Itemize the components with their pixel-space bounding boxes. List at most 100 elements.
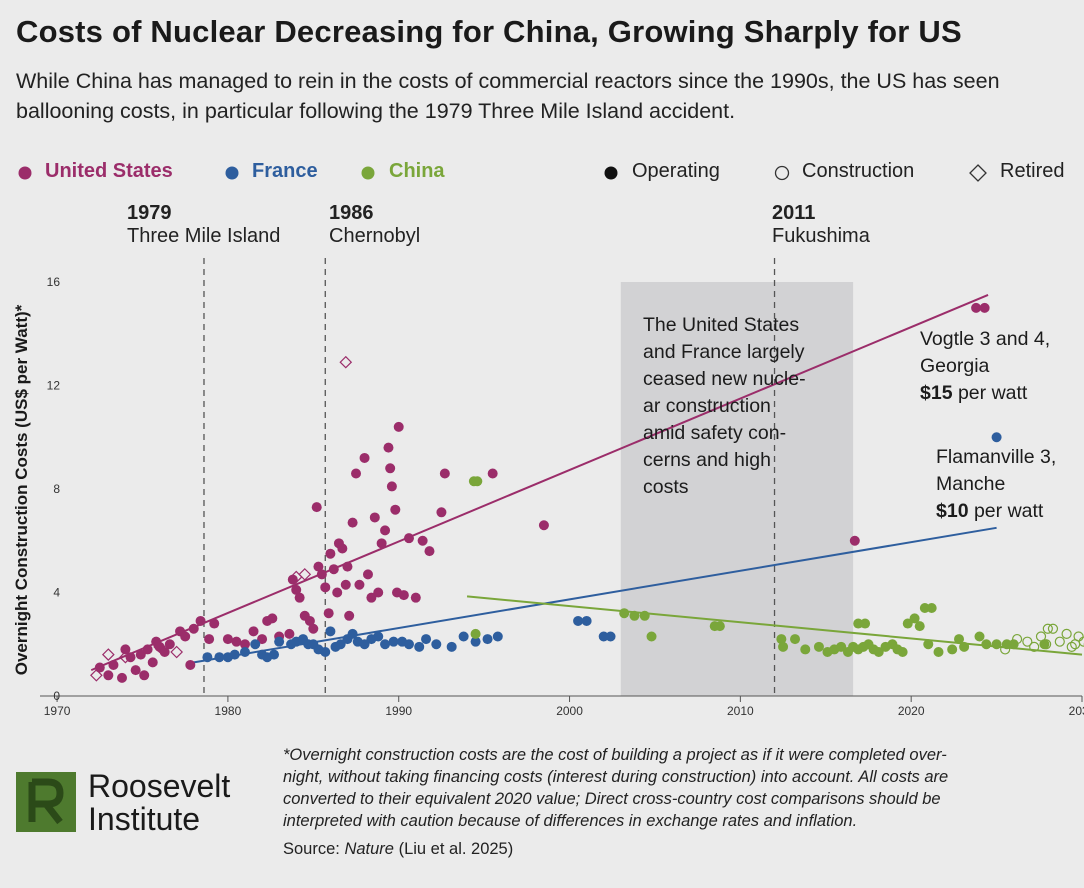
y-tick-label: 16 (47, 275, 61, 289)
operating-point-france (214, 652, 225, 663)
annotation-line: amid safety con- (643, 422, 787, 444)
legend-dot-france (225, 166, 239, 180)
construction-marker-icon (774, 165, 790, 181)
operating-point-united-states (320, 582, 331, 593)
operating-point-france (250, 639, 261, 650)
operating-point-united-states (180, 631, 191, 642)
construction-point-china (1066, 641, 1077, 652)
operating-point-china (1001, 639, 1012, 650)
operating-point-china (959, 641, 970, 652)
roosevelt-logo-icon (16, 772, 76, 832)
footnote: *Overnight construction costs are the co… (283, 744, 1073, 832)
source-citation: Source: Nature (Liu et al. 2025) (283, 840, 513, 859)
x-tick-label: 2030 (1069, 704, 1084, 718)
y-tick-label: 12 (47, 379, 61, 393)
event-fukushima: 2011 Fukushima (772, 202, 870, 248)
construction-point-china (1029, 641, 1040, 652)
source-prefix: Source: (283, 840, 345, 858)
operating-point-united-states (125, 652, 136, 663)
operating-point-united-states (135, 649, 146, 660)
operating-point-china (714, 621, 725, 632)
operating-point-united-states (340, 579, 351, 590)
legend-label-united-states: United States (45, 160, 173, 182)
event-name: Three Mile Island (127, 225, 281, 247)
retired-point-united-states (339, 355, 353, 369)
operating-point-united-states (188, 623, 199, 634)
operating-point-united-states (369, 512, 380, 523)
operating-point-france (458, 631, 469, 642)
operating-point-france (431, 639, 442, 650)
retired-point-united-states (90, 668, 103, 682)
operating-point-france (991, 432, 1002, 443)
operating-point-united-states (311, 502, 322, 513)
operating-point-united-states (325, 548, 336, 559)
operating-point-united-states (185, 659, 196, 670)
operating-point-china (974, 631, 985, 642)
construction-point-china (1042, 623, 1053, 634)
operating-point-china (646, 631, 657, 642)
shaded-region (620, 282, 854, 696)
operating-point-united-states (209, 618, 220, 629)
operating-point-france (598, 631, 609, 642)
operating-point-france (359, 639, 370, 650)
annotation-line: costs (643, 476, 689, 498)
operating-point-china (778, 641, 789, 652)
scatter-plot: 1970 1980 1990 2000 2010 2020 2030 0 4 8 12 16 (40, 258, 1084, 718)
operating-point-china (923, 639, 934, 650)
operating-point-united-states (439, 468, 450, 479)
construction-point-china (1070, 639, 1081, 650)
operating-point-united-states (417, 535, 428, 546)
operating-point-france (202, 652, 213, 663)
operating-point-france (269, 649, 280, 660)
flamanville-cost-value: $10 (936, 500, 969, 522)
operating-point-united-states (116, 672, 127, 683)
x-tick-label: 1980 (215, 704, 242, 718)
operating-point-france (229, 649, 240, 660)
operating-point-united-states (347, 517, 358, 528)
operating-point-china (1008, 639, 1019, 650)
event-year: 2011 (772, 202, 816, 224)
retired-point-united-states (170, 645, 184, 659)
footnote-line: interpreted with caution because of diff… (283, 812, 858, 830)
operating-point-united-states (380, 525, 391, 536)
x-tick-label: 1990 (385, 704, 412, 718)
operating-point-china (836, 641, 847, 652)
legend-label-construction: Construction (802, 160, 915, 182)
trendline-united-states (90, 294, 989, 672)
operating-point-united-states (342, 561, 353, 572)
operating-point-united-states (142, 644, 153, 655)
operating-point-united-states (424, 546, 435, 557)
operating-point-france (274, 636, 285, 647)
operating-point-china (639, 610, 650, 621)
operating-point-united-states (354, 579, 365, 590)
operating-point-china (981, 639, 992, 650)
y-tick-label: 4 (53, 586, 60, 600)
legend-label-retired: Retired (1000, 160, 1065, 182)
trendline-france (193, 526, 997, 664)
operating-point-united-states (159, 647, 170, 658)
operating-point-france (320, 647, 331, 658)
operating-point-united-states (376, 538, 387, 549)
operating-point-united-states (267, 613, 278, 624)
operating-point-france (335, 639, 346, 650)
annotation-line: The United States (643, 314, 800, 336)
operating-point-united-states (294, 592, 305, 603)
vogtle-name-line: Georgia (920, 355, 990, 377)
operating-point-united-states (304, 615, 315, 626)
flamanville-name-line: Flamanville 3, (936, 446, 1057, 468)
operating-point-united-states (94, 662, 105, 673)
operating-point-united-states (195, 615, 206, 626)
footnote-line: night, without taking financing costs (i… (283, 768, 949, 786)
construction-point-china (1054, 636, 1065, 647)
vogtle-name-line: Vogtle 3 and 4, (920, 328, 1051, 350)
operating-point-united-states (108, 659, 119, 670)
operating-point-united-states (130, 665, 141, 676)
operating-point-united-states (248, 626, 259, 637)
x-tick-label: 2010 (727, 704, 754, 718)
source-publication: Nature (344, 840, 394, 858)
operating-point-france (470, 636, 481, 647)
operating-point-united-states (849, 535, 860, 546)
operating-point-united-states (204, 634, 215, 645)
operating-point-united-states (222, 634, 233, 645)
operating-point-united-states (344, 610, 355, 621)
